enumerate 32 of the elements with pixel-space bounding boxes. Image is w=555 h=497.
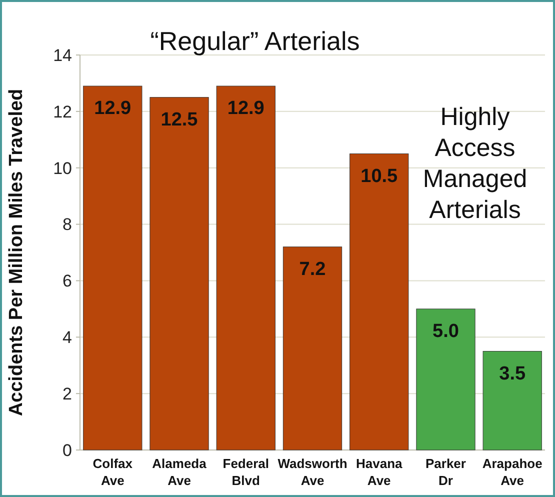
- data-label: 12.9: [227, 98, 264, 120]
- bar: [83, 86, 142, 450]
- x-tick-label: Colfax Ave: [92, 456, 134, 488]
- data-label: 12.5: [160, 109, 198, 130]
- data-label: 5.0: [432, 320, 459, 342]
- bar: [282, 246, 342, 450]
- y-tick-label: 14: [53, 46, 72, 65]
- annotation: “Regular” Arterials: [150, 26, 360, 56]
- bar: [216, 86, 276, 450]
- y-tick-label: 12: [53, 102, 72, 122]
- x-tick-label: Federal Blvd: [222, 456, 270, 488]
- bar: [350, 154, 409, 450]
- y-tick-label: 0: [62, 440, 72, 460]
- y-tick-label: 2: [62, 384, 72, 404]
- data-label: 12.9: [94, 98, 132, 120]
- bar: [416, 308, 476, 450]
- y-axis-title: Accidents Per Million Miles Traveled: [6, 88, 27, 416]
- bar: [482, 351, 542, 450]
- x-tick-label: Arapahoe Ave: [482, 456, 542, 488]
- data-label: 7.2: [299, 258, 326, 280]
- y-tick-label: 6: [62, 272, 72, 291]
- x-tick-label: Havana Ave: [356, 456, 404, 488]
- y-tick-label: 10: [53, 158, 72, 178]
- y-tick-label: 8: [62, 215, 72, 234]
- data-label: 3.5: [499, 363, 526, 384]
- x-tick-label: Alameda Ave: [152, 456, 208, 488]
- x-tick-label: Wadsworth Ave: [278, 456, 348, 488]
- annotation: Highly Access Managed Arterials: [422, 103, 528, 224]
- bar: [150, 97, 209, 450]
- data-label: 10.5: [360, 166, 398, 187]
- x-tick-label: Parker Dr: [425, 456, 466, 488]
- y-tick-label: 4: [62, 328, 72, 348]
